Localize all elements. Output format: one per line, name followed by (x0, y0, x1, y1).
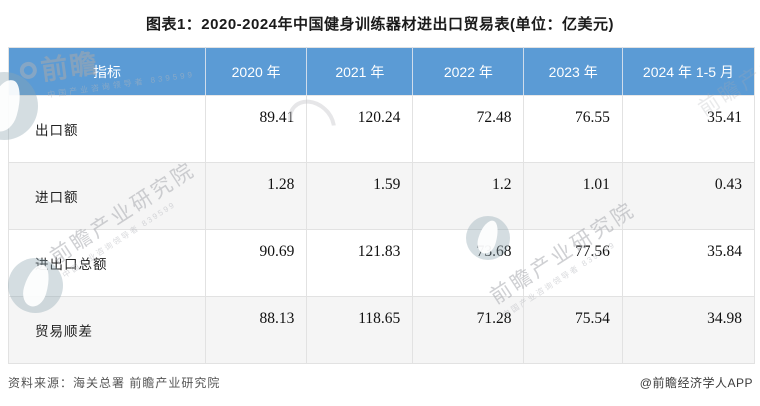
cell-value: 73.68 (412, 229, 525, 297)
table-row-imports: 进口额 1.28 1.59 1.2 1.01 0.43 (8, 162, 756, 230)
col-header-2023: 2023 年 (523, 47, 623, 96)
cell-value: 76.55 (523, 95, 623, 163)
cell-value: 121.83 (306, 229, 414, 297)
page-title: 图表1：2020-2024年中国健身训练器材进出口贸易表(单位：亿美元) (145, 16, 615, 33)
header-row: 指标 2020 年 2021 年 2022 年 2023 年 2024 年 1-… (8, 47, 756, 96)
cell-value: 89.41 (204, 95, 308, 163)
table-body: 出口额 89.41 120.24 72.48 76.55 35.41 进口额 1… (8, 95, 756, 364)
cell-value: 35.84 (621, 229, 756, 297)
page-footer: 资料来源：海关总署 前瞻产业研究院 @前瞻经济学人APP (8, 374, 753, 391)
col-header-2020: 2020 年 (204, 47, 308, 96)
cell-value: 118.65 (306, 296, 414, 364)
cell-value: 0.43 (621, 162, 756, 230)
cell-value: 34.98 (621, 296, 756, 364)
row-label-imports: 进口额 (8, 162, 206, 230)
col-header-indicator: 指标 (8, 47, 206, 96)
cell-value: 71.28 (412, 296, 525, 364)
cell-value: 35.41 (621, 95, 756, 163)
col-header-2024-1-5: 2024 年 1-5 月 (621, 47, 756, 96)
table-header: 指标 2020 年 2021 年 2022 年 2023 年 2024 年 1-… (8, 47, 756, 96)
cell-value: 88.13 (204, 296, 308, 364)
table-row-surplus: 贸易顺差 88.13 118.65 71.28 75.54 34.98 (8, 296, 756, 364)
table-row-total: 进出口总额 90.69 121.83 73.68 77.56 35.84 (8, 229, 756, 297)
row-label-exports: 出口额 (8, 95, 206, 163)
cell-value: 77.56 (523, 229, 623, 297)
col-header-2022: 2022 年 (412, 47, 525, 96)
row-label-surplus: 贸易顺差 (8, 296, 206, 364)
cell-value: 72.48 (412, 95, 525, 163)
cell-value: 1.01 (523, 162, 623, 230)
credit-note: @前瞻经济学人APP (639, 376, 753, 390)
table-row-exports: 出口额 89.41 120.24 72.48 76.55 35.41 (8, 95, 756, 163)
cell-value: 120.24 (306, 95, 414, 163)
cell-value: 1.59 (306, 162, 414, 230)
cell-value: 75.54 (523, 296, 623, 364)
cell-value: 90.69 (204, 229, 308, 297)
cell-value: 1.28 (204, 162, 308, 230)
cell-value: 1.2 (412, 162, 525, 230)
trade-data-table: 指标 2020 年 2021 年 2022 年 2023 年 2024 年 1-… (8, 47, 756, 364)
col-header-2021: 2021 年 (306, 47, 414, 96)
row-label-total: 进出口总额 (8, 229, 206, 297)
source-note: 资料来源：海关总署 前瞻产业研究院 (8, 376, 221, 390)
